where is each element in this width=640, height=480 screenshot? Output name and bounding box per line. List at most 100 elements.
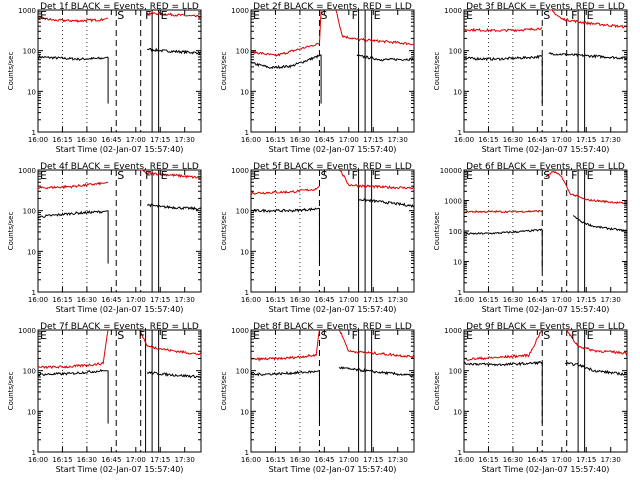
marker-e-start: E <box>40 329 47 342</box>
y-tick-label: 1000 <box>444 198 462 206</box>
y-tick-label: 10 <box>240 88 249 96</box>
lld-series-line <box>250 329 320 362</box>
marker-s: S <box>117 329 124 342</box>
panel-title: Det 2f BLACK = Events, RED = LLD <box>253 2 412 12</box>
x-tick-label: 16:15 <box>52 456 72 464</box>
lld-series-line <box>338 169 415 190</box>
x-tick-label: 17:30 <box>388 456 408 464</box>
plot-frame <box>463 329 628 453</box>
y-tick-label: 1000 <box>18 167 36 175</box>
marker-f: F <box>352 169 358 182</box>
x-tick-label: 16:30 <box>503 136 523 144</box>
y-tick-label: 100 <box>236 368 249 376</box>
x-tick-label: 17:00 <box>339 136 359 144</box>
y-tick-label: 1 <box>458 129 462 137</box>
x-tick-label: 16:00 <box>454 456 474 464</box>
marker-e-start: E <box>253 9 260 22</box>
x-axis-label: Start Time (02-Jan-07 15:57:40) <box>56 465 184 474</box>
panel-title: Det 4f BLACK = Events, RED = LLD <box>40 162 199 172</box>
x-tick-label: 16:30 <box>77 136 97 144</box>
events-series-line <box>37 368 109 377</box>
x-tick-label: 16:45 <box>101 456 121 464</box>
y-tick-label: 10 <box>453 259 462 267</box>
marker-s: S <box>543 329 550 342</box>
panel-det-4: Det 4f BLACK = Events, RED = LLD 1 10 100 10… <box>7 162 202 314</box>
x-tick-label: 17:15 <box>576 136 596 144</box>
panel-title: Det 5f BLACK = Events, RED = LLD <box>253 162 412 172</box>
lld-series-line <box>545 170 628 205</box>
y-axis-label: Counts/sec <box>433 212 441 251</box>
y-tick-label: 100 <box>449 368 462 376</box>
panel-det-6: Det 6f BLACK = Events, RED = LLD 1 10 100 10… <box>433 162 628 314</box>
y-axis-label: Counts/sec <box>7 212 15 251</box>
y-tick-label: 1 <box>32 449 36 457</box>
y-tick-label: 1000 <box>231 167 249 175</box>
x-axis-label: Start Time (02-Jan-07 15:57:40) <box>482 145 610 154</box>
lld-series-line <box>250 185 320 195</box>
y-tick-label: 1000 <box>18 7 36 15</box>
plot-frame <box>250 9 415 133</box>
y-axis-label: Counts/sec <box>433 52 441 91</box>
x-tick-label: 17:00 <box>126 296 146 304</box>
x-tick-label: 17:30 <box>388 136 408 144</box>
marker-e: E <box>161 169 168 182</box>
x-tick-label: 17:30 <box>601 296 621 304</box>
events-series-line <box>37 54 109 61</box>
x-tick-label: 16:30 <box>77 456 97 464</box>
x-tick-label: 16:15 <box>478 456 498 464</box>
x-axis-label: Start Time (02-Jan-07 15:57:40) <box>482 305 610 314</box>
x-tick-label: 17:15 <box>576 296 596 304</box>
events-series-line <box>548 52 628 60</box>
y-tick-label: 1 <box>245 289 249 297</box>
panel-det-2: Det 2f BLACK = Events, RED = LLD 1 10 100 10… <box>220 2 415 154</box>
x-tick-label: 16:45 <box>314 456 334 464</box>
events-series-line <box>565 362 628 376</box>
plot-frame <box>37 329 202 453</box>
x-axis-label: Start Time (02-Jan-07 15:57:40) <box>482 465 610 474</box>
x-tick-label: 16:45 <box>101 136 121 144</box>
lld-series-line <box>565 329 628 356</box>
y-tick-label: 1000 <box>231 7 249 15</box>
panel-title: Det 9f BLACK = Events, RED = LLD <box>466 322 625 332</box>
lld-series-line <box>338 329 415 359</box>
lld-series-line <box>463 209 543 214</box>
panel-title: Det 3f BLACK = Events, RED = LLD <box>466 2 625 12</box>
plot-frame <box>37 169 202 293</box>
x-tick-label: 16:00 <box>241 296 261 304</box>
panel-det-1: Det 1f BLACK = Events, RED = LLD 1 10 100 10… <box>7 2 202 154</box>
marker-e: E <box>587 169 594 182</box>
panel-det-3: Det 3f BLACK = Events, RED = LLD 1 10 100 10… <box>433 2 628 154</box>
x-tick-label: 17:15 <box>363 456 383 464</box>
x-tick-label: 17:00 <box>552 296 572 304</box>
marker-s: S <box>543 9 550 22</box>
lld-series-line <box>250 9 322 57</box>
y-axis-label: Counts/sec <box>220 372 228 411</box>
marker-s: S <box>320 329 327 342</box>
y-tick-label: 1000 <box>444 327 462 335</box>
marker-f: F <box>145 169 151 182</box>
x-tick-label: 17:30 <box>388 296 408 304</box>
x-tick-label: 16:30 <box>290 136 310 144</box>
events-series-line <box>338 366 415 377</box>
x-tick-label: 17:15 <box>363 296 383 304</box>
panel-det-5: Det 5f BLACK = Events, RED = LLD 1 10 100 10… <box>220 162 415 314</box>
events-series-line <box>250 54 322 70</box>
x-tick-label: 16:30 <box>503 296 523 304</box>
y-tick-label: 1 <box>32 289 36 297</box>
y-tick-label: 100 <box>449 48 462 56</box>
y-tick-label: 1 <box>245 449 249 457</box>
y-tick-label: 1 <box>32 129 36 137</box>
x-tick-label: 16:30 <box>290 296 310 304</box>
x-axis-label: Start Time (02-Jan-07 15:57:40) <box>56 145 184 154</box>
y-axis-label: Counts/sec <box>433 372 441 411</box>
x-axis-label: Start Time (02-Jan-07 15:57:40) <box>269 145 397 154</box>
lld-series-line <box>139 169 202 180</box>
y-axis-label: Counts/sec <box>7 52 15 91</box>
x-tick-label: 16:30 <box>290 456 310 464</box>
x-tick-label: 16:15 <box>478 296 498 304</box>
x-axis-label: Start Time (02-Jan-07 15:57:40) <box>269 465 397 474</box>
marker-e: E <box>161 9 168 22</box>
y-tick-label: 1000 <box>18 327 36 335</box>
marker-s: S <box>543 169 550 182</box>
